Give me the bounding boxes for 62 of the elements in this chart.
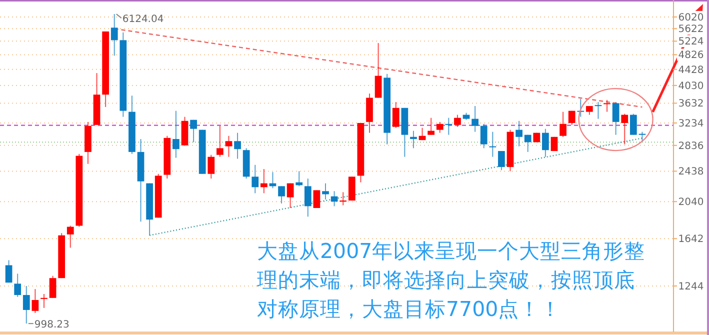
candlestick bbox=[524, 134, 532, 152]
candlestick bbox=[40, 294, 48, 308]
candlestick bbox=[542, 128, 549, 158]
candlestick bbox=[568, 110, 576, 126]
candlestick bbox=[234, 132, 241, 160]
candlestick bbox=[621, 113, 628, 145]
candlestick bbox=[322, 182, 329, 200]
annotation: 大盘从2007年以来呈现一个大型三角形整理的末端，即将选择向上突破，按照顶底对称原理，大盘目标7700点！！ bbox=[257, 238, 646, 323]
candlestick bbox=[374, 42, 382, 98]
candlestick bbox=[190, 119, 197, 143]
candlestick bbox=[32, 288, 39, 314]
candlestick bbox=[304, 178, 312, 218]
candlestick bbox=[392, 102, 400, 128]
candlestick bbox=[330, 190, 338, 207]
candlestick bbox=[313, 190, 320, 208]
y-tick-label: 1244 bbox=[678, 282, 704, 292]
candlestick bbox=[252, 164, 259, 194]
candlestick bbox=[604, 99, 610, 112]
y-tick-label: 2438 bbox=[678, 166, 704, 178]
candlestick bbox=[480, 123, 488, 149]
y-tick-label: 1642 bbox=[678, 234, 704, 246]
annotation: 6124.04 bbox=[122, 14, 164, 26]
candlestick bbox=[436, 121, 444, 134]
candlestick bbox=[110, 14, 118, 56]
candlestick bbox=[216, 125, 224, 158]
candlestick bbox=[418, 127, 426, 141]
y-tick-label: 2040 bbox=[678, 197, 704, 208]
annotation: 998.23 bbox=[34, 320, 70, 331]
candlestick bbox=[172, 110, 180, 158]
candlestick bbox=[278, 186, 285, 204]
candlestick bbox=[428, 117, 435, 136]
y-tick-label: 4428 bbox=[678, 64, 704, 76]
y-tick-label: 2836 bbox=[678, 140, 704, 152]
candlestick bbox=[286, 182, 294, 208]
candlestick bbox=[14, 273, 22, 298]
candlestick bbox=[630, 113, 637, 136]
candlestick bbox=[612, 102, 620, 136]
candlestick bbox=[445, 117, 452, 136]
candlestick bbox=[638, 131, 646, 142]
candlestick bbox=[454, 114, 461, 128]
candlestick bbox=[489, 131, 496, 158]
y-tick-label: 4826 bbox=[678, 50, 704, 62]
candlestick bbox=[498, 150, 505, 171]
candlestick bbox=[340, 192, 347, 206]
y-tick-label: 4030 bbox=[678, 80, 704, 92]
candlestick bbox=[208, 154, 215, 180]
candlestick bbox=[5, 260, 12, 284]
candlestick bbox=[225, 135, 232, 158]
candlestick bbox=[348, 176, 356, 202]
y-tick-label: 3632 bbox=[678, 98, 704, 110]
candlestick bbox=[472, 106, 478, 132]
candlestick bbox=[260, 168, 268, 194]
y-tick-label: 3234 bbox=[678, 118, 704, 130]
y-tick-label: 5622 bbox=[678, 24, 704, 36]
candlestick bbox=[560, 111, 566, 138]
candlestick bbox=[49, 275, 56, 298]
candlestick bbox=[516, 120, 522, 147]
candlestick bbox=[66, 225, 74, 248]
y-tick-label: 5224 bbox=[678, 36, 704, 48]
y-tick-label: 6020 bbox=[678, 12, 704, 24]
candlestick bbox=[410, 130, 417, 149]
candlestick bbox=[594, 102, 602, 120]
